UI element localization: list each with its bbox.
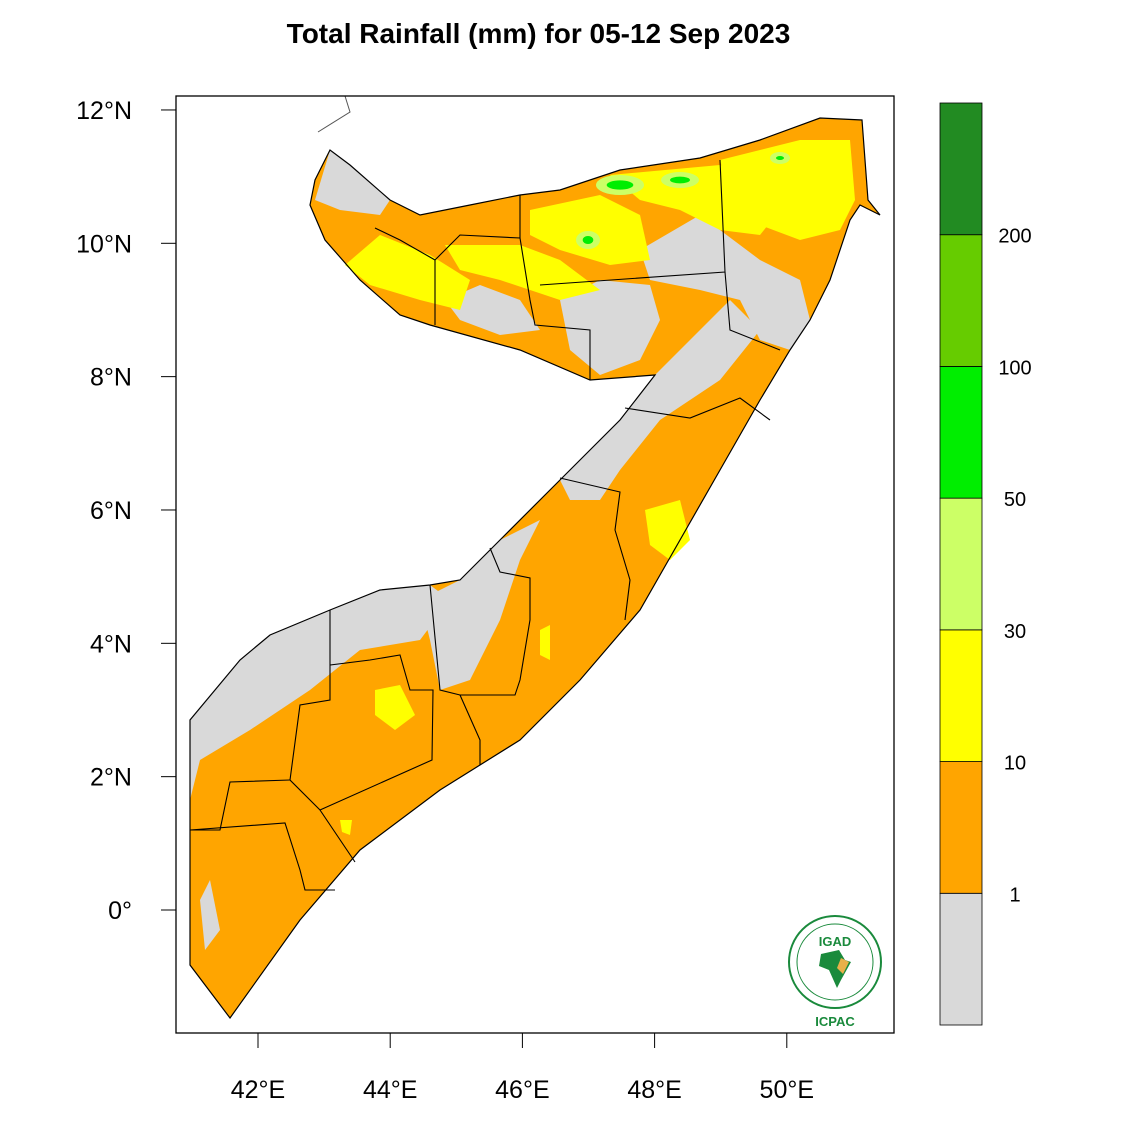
lat-tick-label: 0° <box>108 897 132 925</box>
colorbar-bin <box>939 629 983 762</box>
region-boundary <box>429 547 531 696</box>
colorbar-label: 50 <box>1004 489 1026 511</box>
rain-class-below-1-area <box>190 585 450 800</box>
rain-class-50-100-area <box>582 236 594 244</box>
region-boundary <box>190 779 291 831</box>
lon-tick-label: 46°E <box>495 1076 549 1104</box>
rain-class-below-1-area <box>640 215 810 350</box>
lon-tick-label: 44°E <box>363 1076 417 1104</box>
somalia-rainfall-field <box>189 95 881 1020</box>
colorbar-bin <box>939 892 983 1026</box>
rain-class-below-1-area <box>560 280 660 375</box>
lat-tick-label: 10°N <box>76 230 132 258</box>
colorbar-bin <box>939 497 983 631</box>
rain-class-10-30-area <box>540 625 550 660</box>
colorbar-bin <box>939 102 983 236</box>
lon-tick-label: 42°E <box>231 1076 285 1104</box>
map-title: Total Rainfall (mm) for 05-12 Sep 2023 <box>286 18 791 49</box>
colorbar-bin <box>939 234 983 367</box>
region-boundary <box>724 271 781 351</box>
region-boundary <box>459 694 481 765</box>
rain-class-10-30-area <box>530 195 650 265</box>
colorbar-label: 200 <box>998 226 1031 248</box>
region-boundary <box>434 234 591 380</box>
lat-tick-label: 6°N <box>90 497 132 525</box>
region-boundary <box>559 477 631 621</box>
colorbar: 1 10 30 50 100 200 <box>939 102 1032 1026</box>
svg-text:IGAD: IGAD <box>819 934 852 949</box>
rain-class-below-1-area <box>420 520 540 690</box>
rain-class-below-1-area <box>445 285 540 335</box>
rain-class-50-100-area <box>606 180 634 190</box>
rain-class-10-30-area <box>645 500 690 560</box>
lat-tick-label: 4°N <box>90 630 132 658</box>
rain-class-50-100-area <box>776 156 784 160</box>
rain-class-50-100-area <box>670 176 690 184</box>
rain-class-below-1-area <box>200 880 220 950</box>
neighbor-border <box>317 95 351 133</box>
lat-tick-label: 2°N <box>90 764 132 792</box>
colorbar-label: 10 <box>1004 753 1026 775</box>
rain-class-below-1-area <box>560 300 760 500</box>
region-boundary <box>319 809 356 863</box>
colorbar-label: 1 <box>1009 884 1020 906</box>
lat-tick-label: 12°N <box>76 97 132 125</box>
rain-class-10-30-area <box>375 685 415 730</box>
rain-class-10-30-area <box>345 235 470 310</box>
igad-icpac-logo: IGAD ICPAC <box>788 915 882 1029</box>
region-boundary <box>289 610 434 811</box>
colorbar-bin <box>939 366 983 499</box>
lon-tick-label: 48°E <box>627 1076 681 1104</box>
rain-class-below-1-area <box>315 150 390 215</box>
colorbar-label: 30 <box>1004 621 1026 643</box>
lat-tick-label: 8°N <box>90 364 132 392</box>
rain-class-10-30-area <box>445 245 600 300</box>
rain-class-10-30-area <box>720 140 855 240</box>
region-boundary <box>189 822 335 891</box>
svg-text:ICPAC: ICPAC <box>815 1014 855 1029</box>
region-boundary <box>374 227 436 325</box>
admin-boundaries <box>189 159 781 891</box>
axis-ticks: 42°E 44°E 46°E 48°E 50°E 12°N 10°N 8°N 6°N 4°N 2°N… <box>76 97 814 1104</box>
colorbar-label: 100 <box>998 357 1031 379</box>
region-boundary <box>624 397 771 421</box>
colorbar-bin <box>939 761 983 894</box>
country-border <box>189 117 881 1020</box>
lon-tick-label: 50°E <box>760 1076 814 1104</box>
rain-class-10-30-area <box>340 820 352 835</box>
map-frame <box>175 95 895 1034</box>
